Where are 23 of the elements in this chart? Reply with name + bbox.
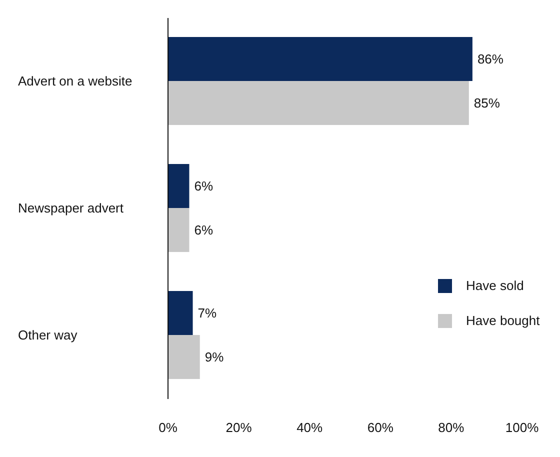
y-tick-label: Advert on a website <box>18 74 132 88</box>
y-tick-label: Other way <box>18 328 78 342</box>
data-label: 85% <box>474 96 500 111</box>
data-label: 7% <box>198 306 218 321</box>
bar <box>168 164 190 208</box>
x-tick-label: 80% <box>438 420 465 436</box>
bar <box>168 81 469 126</box>
x-tick-label: 20% <box>226 420 252 436</box>
x-tick-label: 100% <box>505 420 540 436</box>
legend-label: Have sold <box>466 278 524 293</box>
x-tick-label: 40% <box>296 420 324 436</box>
x-tick-label: 0% <box>158 420 178 436</box>
data-label: 9% <box>204 350 224 365</box>
data-label: 6% <box>194 178 214 194</box>
bar <box>168 291 193 336</box>
data-label: 86% <box>477 52 504 67</box>
x-tick-label: 60% <box>367 420 394 436</box>
data-label: 6% <box>194 222 214 238</box>
bar <box>168 208 190 252</box>
bar <box>168 335 200 380</box>
legend-label: Have bought <box>466 313 540 328</box>
bar <box>168 37 472 82</box>
y-tick-label: Newspaper advert <box>18 200 124 216</box>
